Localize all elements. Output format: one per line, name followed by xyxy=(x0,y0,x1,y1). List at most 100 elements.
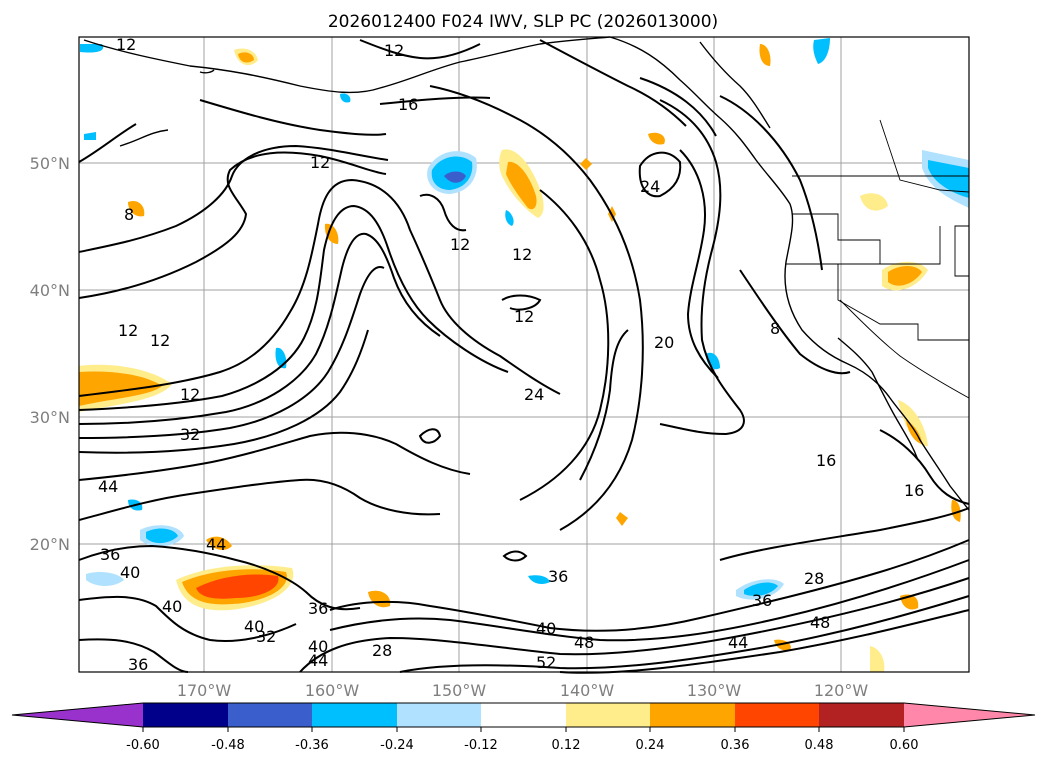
negative-anomaly xyxy=(813,38,830,64)
contour-label: 48 xyxy=(810,613,830,632)
positive-anomaly xyxy=(79,371,162,406)
colorbar: -0.60 -0.48 -0.36 -0.24 -0.12 0.12 0.24 … xyxy=(11,702,1036,753)
colorbar-tick-label: -0.36 xyxy=(295,738,329,753)
colorbar-tick-label: 0.24 xyxy=(636,738,665,753)
contour-label: 20 xyxy=(654,333,674,352)
contour-label: 12 xyxy=(450,235,470,254)
contour-label: 12 xyxy=(514,307,534,326)
colorbar-segment xyxy=(735,703,819,727)
negative-anomaly xyxy=(744,582,778,596)
lat-label: 20°N xyxy=(30,535,70,554)
contour-label: 40 xyxy=(308,637,328,656)
map-title: 2026012400 F024 IWV, SLP PC (2026013000) xyxy=(328,12,718,32)
colorbar-segment xyxy=(566,703,650,727)
contour-label: 12 xyxy=(180,385,200,404)
contour-label: 40 xyxy=(120,563,140,582)
contour-label: 28 xyxy=(804,569,824,588)
colorbar-segment xyxy=(228,703,312,727)
positive-anomaly xyxy=(196,574,279,599)
contour-label: 44 xyxy=(728,633,748,652)
positive-anomaly xyxy=(206,536,232,550)
contour-label: 44 xyxy=(206,535,226,554)
lon-label: 150°W xyxy=(432,681,487,700)
negative-anomaly xyxy=(340,93,351,103)
colorbar-segment xyxy=(397,703,481,727)
lon-label: 120°W xyxy=(814,681,869,700)
map-frame xyxy=(78,36,970,673)
contour-label: 32 xyxy=(256,627,276,646)
positive-anomaly xyxy=(324,223,339,244)
contour-label: 36 xyxy=(100,545,120,564)
contour-label: 36 xyxy=(548,567,568,586)
positive-anomaly xyxy=(951,500,961,522)
colorbar-tick-label: 0.12 xyxy=(552,738,581,753)
contour-label: 48 xyxy=(574,633,594,652)
colorbar-segment xyxy=(143,703,228,727)
positive-anomaly xyxy=(238,52,254,63)
contour-label: 16 xyxy=(398,95,418,114)
contour-label: 44 xyxy=(98,477,118,496)
contour-label: 12 xyxy=(150,331,170,350)
colorbar-segment xyxy=(904,703,1035,727)
contour-label: 12 xyxy=(384,41,404,60)
contour-label: 8 xyxy=(770,319,780,338)
colorbar-segment xyxy=(819,703,904,727)
contour-label: 36 xyxy=(128,655,148,674)
contour-label: 8 xyxy=(124,205,134,224)
colorbar-tick-label: -0.48 xyxy=(211,738,245,753)
positive-anomaly xyxy=(580,158,592,170)
positive-anomaly xyxy=(860,193,888,211)
colorbar-tick-label: 0.36 xyxy=(721,738,750,753)
contour-label: 40 xyxy=(536,619,556,638)
contour-label: 28 xyxy=(372,641,392,660)
positive-anomaly xyxy=(128,200,145,217)
contour-label: 16 xyxy=(904,481,924,500)
negative-anomaly xyxy=(528,575,550,584)
lon-label: 130°W xyxy=(687,681,742,700)
contour-label: 24 xyxy=(640,177,660,196)
positive-anomaly xyxy=(898,400,928,447)
contour-label: 36 xyxy=(752,591,772,610)
lat-label: 40°N xyxy=(30,281,70,300)
contour-label: 12 xyxy=(310,153,330,172)
lon-label: 140°W xyxy=(560,681,615,700)
lon-label: 170°W xyxy=(177,681,232,700)
colorbar-ticks xyxy=(142,727,905,732)
contour-label: 32 xyxy=(180,425,200,444)
negative-anomaly xyxy=(505,210,514,226)
negative-anomaly xyxy=(928,160,969,198)
negative-anomaly xyxy=(84,132,96,140)
contour-label: 44 xyxy=(308,651,328,670)
latitude-labels: 50°N 40°N 30°N 20°N xyxy=(30,154,70,554)
slp-contours xyxy=(78,39,970,674)
lat-label: 50°N xyxy=(30,154,70,173)
coastlines xyxy=(83,36,970,511)
positive-anomaly xyxy=(888,266,922,286)
colorbar-tick-label: -0.60 xyxy=(126,738,160,753)
contour-label: 40 xyxy=(244,617,264,636)
colorbar-tick-label: 0.60 xyxy=(890,738,919,753)
contour-label: 52 xyxy=(536,653,556,672)
positive-anomaly xyxy=(506,161,537,210)
contour-label: 16 xyxy=(816,451,836,470)
negative-anomaly xyxy=(80,44,104,53)
positive-anomaly xyxy=(759,44,771,66)
contour-label: 12 xyxy=(512,245,532,264)
longitude-labels: 170°W 160°W 150°W 140°W 130°W 120°W xyxy=(177,681,869,700)
contour-labels: 12 12 16 12 8 12 12 12 24 20 12 12 8 12 … xyxy=(98,35,924,674)
map-panel: 12 12 16 12 8 12 12 12 24 20 12 12 8 12 … xyxy=(78,35,970,674)
colorbar-segment xyxy=(481,703,566,727)
lon-label: 160°W xyxy=(305,681,360,700)
positive-anomaly xyxy=(616,512,628,526)
positive-anomaly xyxy=(368,590,391,608)
political-borders xyxy=(786,119,970,399)
colorbar-tick-label: 0.48 xyxy=(805,738,834,753)
contour-label: 40 xyxy=(162,597,182,616)
negative-anomaly xyxy=(444,171,466,183)
negative-anomaly xyxy=(146,528,178,544)
colorbar-tick-label: -0.12 xyxy=(464,738,498,753)
contour-label: 36 xyxy=(308,599,328,618)
contour-label: 12 xyxy=(116,35,136,54)
contour-label: 24 xyxy=(524,385,544,404)
